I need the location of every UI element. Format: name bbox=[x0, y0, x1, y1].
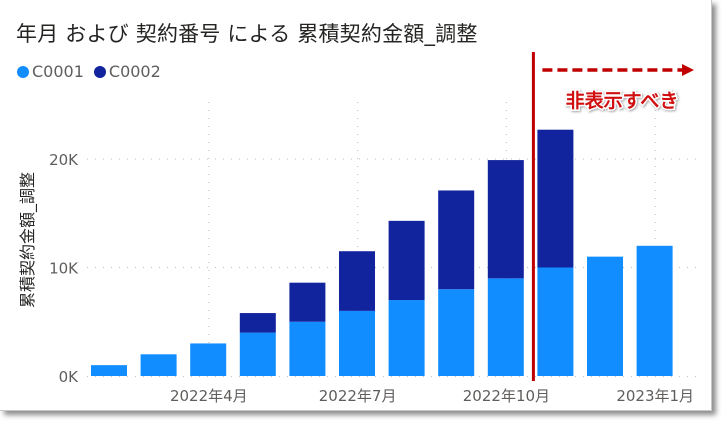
x-tick-label: 2022年7月 bbox=[319, 387, 397, 405]
bar-c0002[interactable] bbox=[388, 220, 425, 301]
chart-title: 年月 および 契約番号 による 累積契約金額_調整 bbox=[16, 22, 478, 46]
bars bbox=[91, 129, 673, 377]
bar-c0001[interactable] bbox=[91, 365, 127, 376]
legend: C0001 C0002 bbox=[17, 62, 161, 81]
bar-c0001[interactable] bbox=[537, 267, 574, 377]
x-tick-label: 2022年10月 bbox=[463, 387, 550, 405]
legend-label-c0002: C0002 bbox=[108, 62, 161, 81]
bar-c0001[interactable] bbox=[140, 354, 177, 376]
x-axis-ticks: 2022年4月 2022年7月 2022年10月 2023年1月 bbox=[170, 387, 694, 405]
legend-item-c0001[interactable]: C0001 bbox=[17, 62, 84, 81]
bar-c0001[interactable] bbox=[239, 332, 276, 376]
annotation-label: 非表示すべき bbox=[566, 89, 679, 112]
bar-c0001[interactable] bbox=[190, 343, 227, 376]
y-tick-label: 20K bbox=[49, 151, 79, 169]
bar-c0002[interactable] bbox=[339, 251, 375, 311]
x-tick-label: 2022年4月 bbox=[170, 387, 248, 405]
bar-c0001[interactable] bbox=[388, 300, 425, 376]
bar-c0001[interactable] bbox=[438, 289, 475, 376]
bar-c0001[interactable] bbox=[636, 245, 673, 376]
bar-c0001[interactable] bbox=[289, 321, 326, 376]
annotation: 非表示すべき bbox=[531, 52, 694, 381]
x-tick-label: 2023年1月 bbox=[616, 387, 694, 405]
bar-c0001[interactable] bbox=[487, 278, 524, 376]
bar-c0002[interactable] bbox=[537, 129, 574, 268]
arrow-head-icon bbox=[682, 64, 694, 76]
y-tick-label: 10K bbox=[49, 260, 79, 278]
bar-c0001[interactable] bbox=[587, 256, 623, 376]
bar-c0002[interactable] bbox=[438, 190, 475, 290]
bar-c0002[interactable] bbox=[289, 282, 326, 322]
bar-c0001[interactable] bbox=[339, 310, 375, 376]
bar-c0002[interactable] bbox=[487, 160, 524, 279]
y-axis-label: 累積契約金額_調整 bbox=[18, 172, 38, 308]
legend-marker-c0001 bbox=[17, 65, 29, 78]
y-axis-ticks: 0K 10K 20K bbox=[49, 151, 79, 386]
legend-item-c0002[interactable]: C0002 bbox=[93, 62, 161, 81]
bar-c0002[interactable] bbox=[239, 313, 276, 333]
y-tick-label: 0K bbox=[59, 368, 80, 386]
legend-label-c0001: C0001 bbox=[32, 62, 84, 81]
legend-marker-c0002 bbox=[93, 65, 106, 78]
